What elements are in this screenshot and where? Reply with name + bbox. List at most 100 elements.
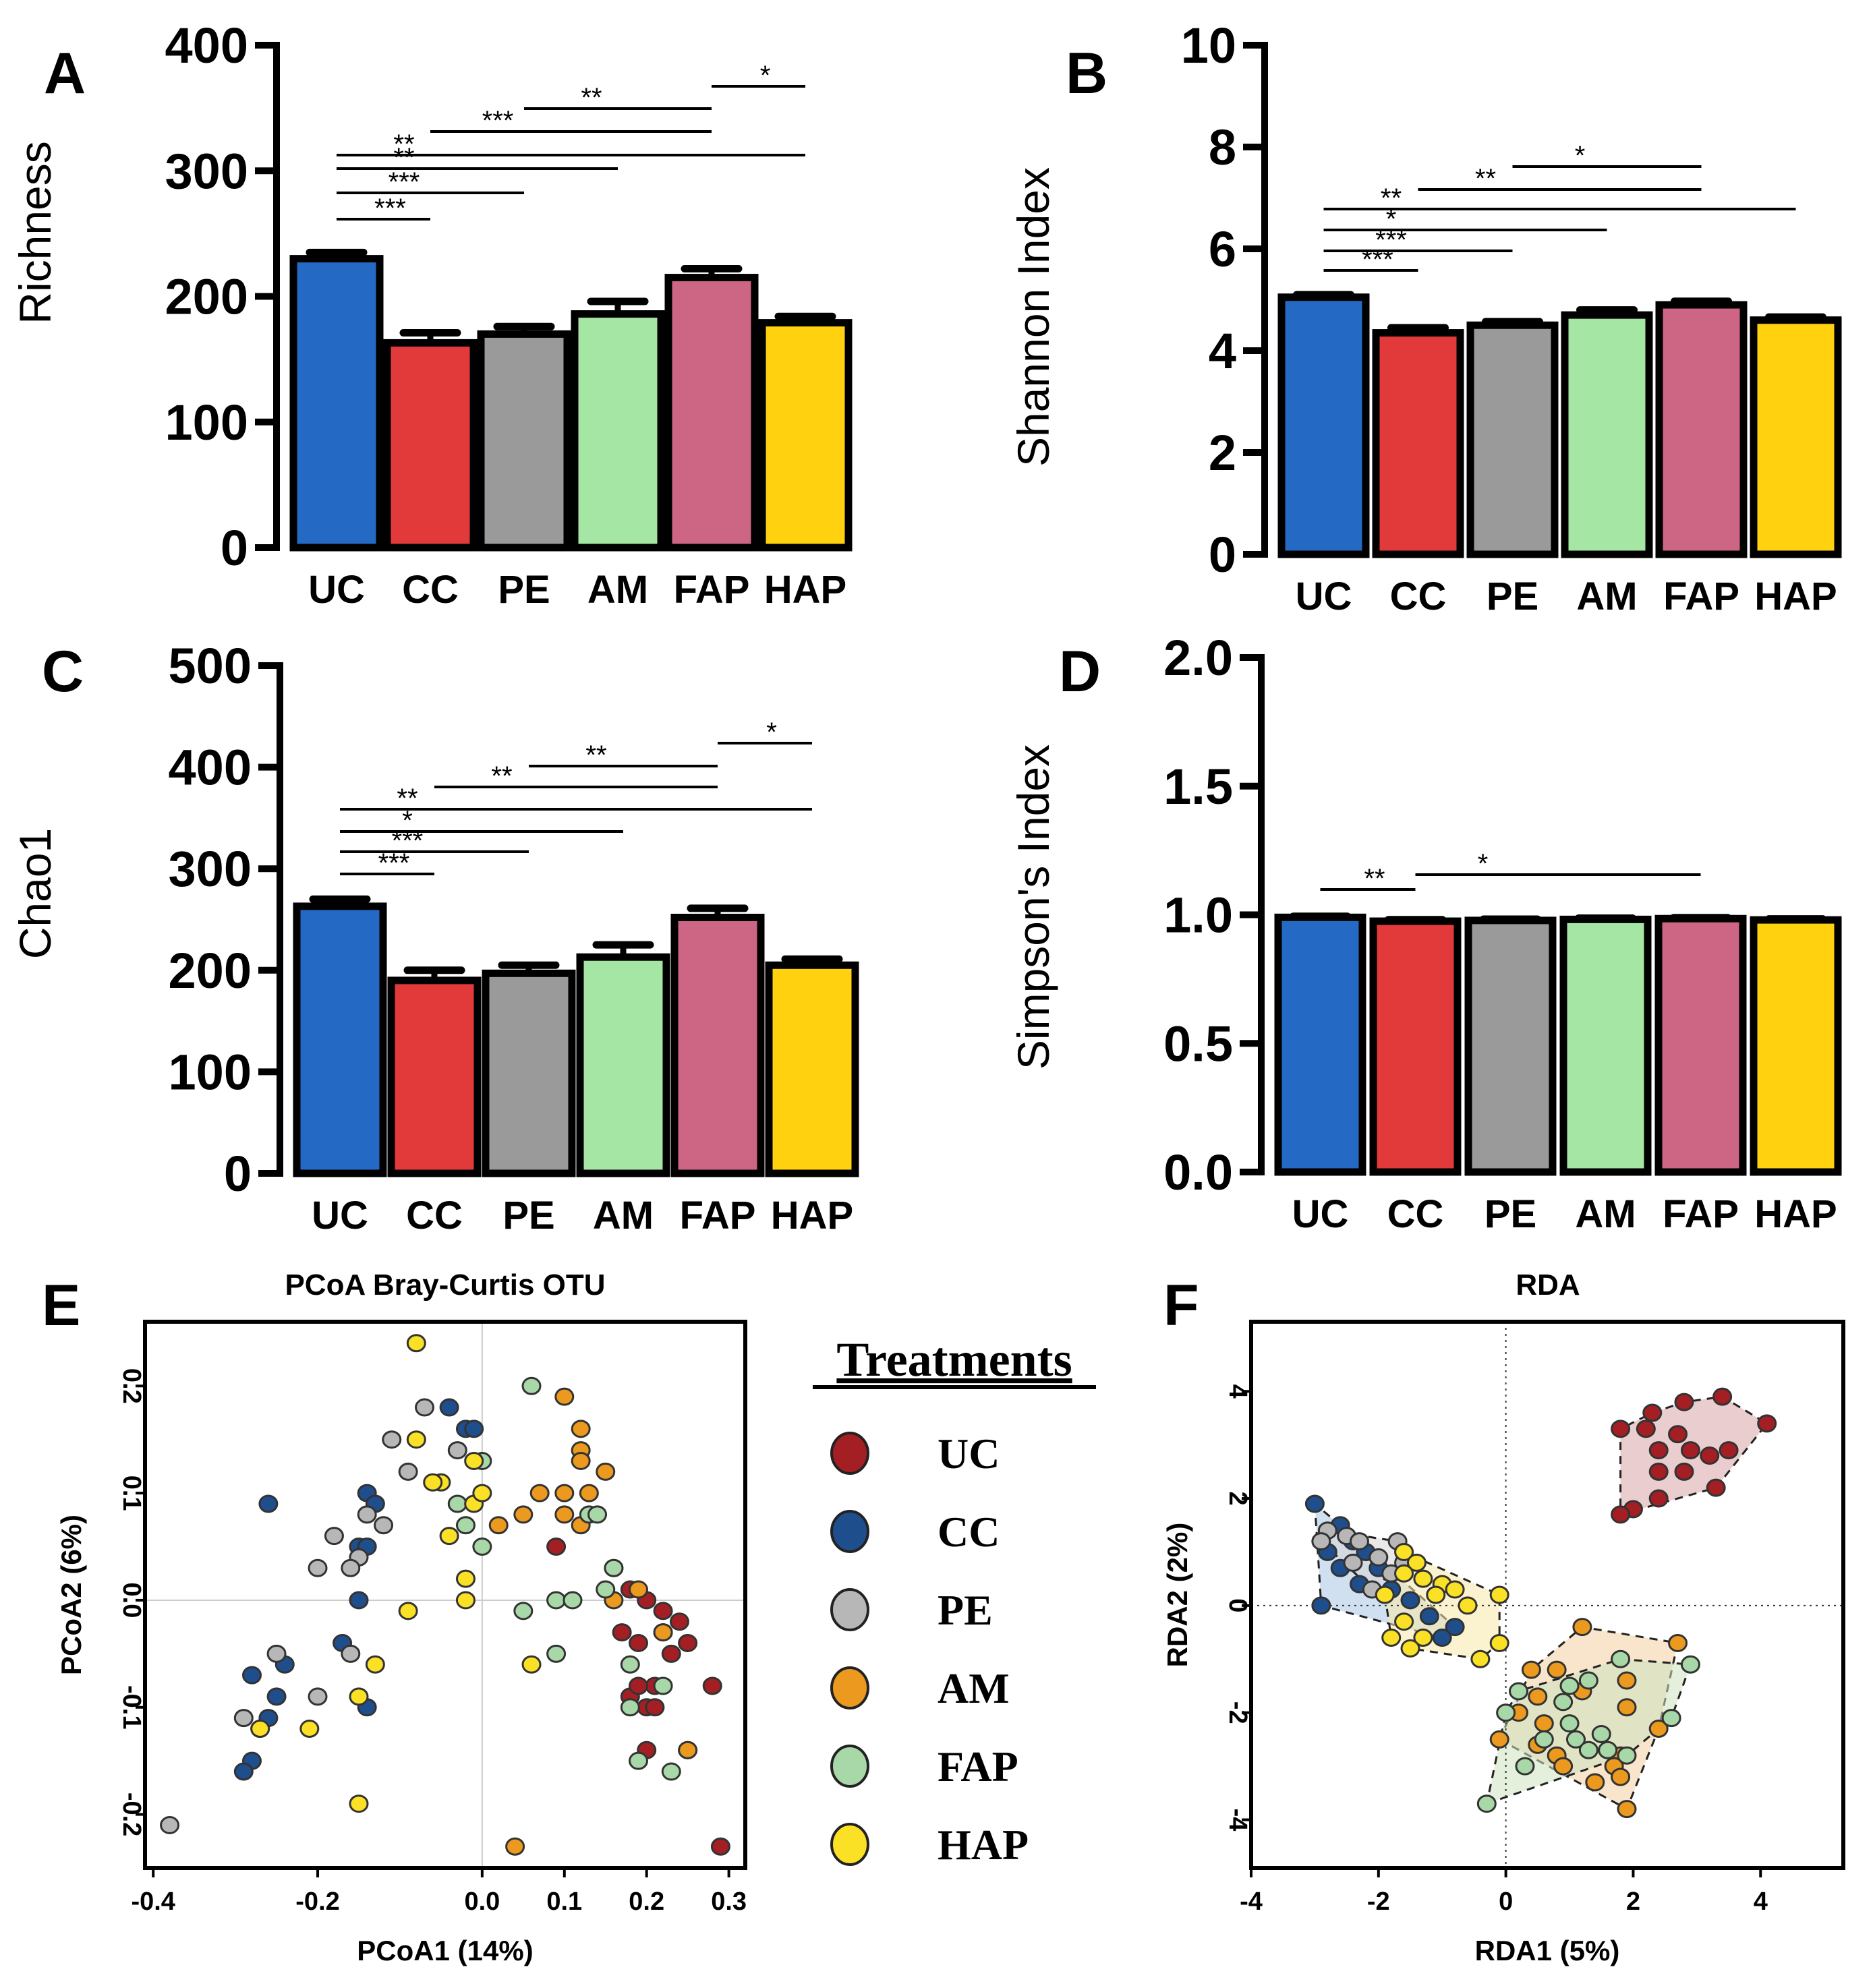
- treatments-legend: Treatments UC CC PE AM FAP HAP: [813, 1333, 1096, 1869]
- point-am: [678, 1741, 698, 1759]
- point-uc: [1719, 1441, 1739, 1460]
- bar-pe: [482, 969, 576, 1177]
- point-hap: [349, 1794, 369, 1813]
- y-tick-label: 6: [1209, 221, 1236, 277]
- y-tick-label: 0: [224, 1146, 252, 1202]
- point-hap: [1394, 1612, 1414, 1631]
- point-pe: [233, 1709, 254, 1728]
- point-am: [1528, 1687, 1548, 1706]
- significance-label: **: [393, 143, 414, 173]
- bar-fap: [1654, 914, 1747, 1176]
- point-hap: [1489, 1633, 1509, 1652]
- y-tick-label: 0: [1223, 1598, 1252, 1612]
- point-cc: [1400, 1591, 1420, 1610]
- point-am: [571, 1451, 591, 1470]
- point-pe: [415, 1398, 435, 1417]
- panel-letter: A: [44, 41, 86, 106]
- point-uc: [661, 1644, 681, 1663]
- point-fap: [1509, 1682, 1529, 1701]
- y-tick-label: 300: [165, 143, 248, 199]
- point-cc: [1311, 1596, 1331, 1615]
- y-tick-label: 2: [1223, 1491, 1252, 1505]
- y-tick-label: 100: [169, 1044, 252, 1100]
- bar-cc: [1372, 329, 1464, 558]
- bar-fap: [670, 913, 765, 1177]
- point-am: [505, 1837, 525, 1856]
- x-tick-label: 0.1: [546, 1888, 582, 1916]
- bar-pe: [1466, 321, 1559, 558]
- x-tick-label: 0.0: [464, 1888, 500, 1916]
- panel-letter: E: [42, 1273, 80, 1338]
- point-fap: [620, 1698, 640, 1717]
- point-am: [579, 1484, 599, 1502]
- panel-e-pcoa: E PCoA Bray-Curtis OTU -0.4 -0.2 0.0 0.1 0.2 0.…: [42, 1268, 747, 1966]
- significance-label: ***: [388, 167, 420, 197]
- panel-letter: B: [1066, 41, 1107, 106]
- bar-uc: [289, 255, 384, 552]
- y-tick-label: 0.0: [117, 1583, 146, 1618]
- point-hap: [472, 1484, 492, 1502]
- point-am: [1547, 1660, 1567, 1679]
- point-cc: [1432, 1629, 1452, 1647]
- point-cc: [1419, 1607, 1439, 1626]
- bar-am: [576, 953, 670, 1177]
- point-uc: [1706, 1478, 1726, 1497]
- point-fap: [1661, 1709, 1681, 1728]
- x-category-label: PE: [498, 568, 550, 612]
- point-uc: [1648, 1462, 1669, 1481]
- x-category-label: FAP: [1663, 1192, 1739, 1236]
- point-am: [596, 1462, 616, 1481]
- x-tick-label: 4: [1754, 1888, 1768, 1916]
- x-tick-label: 2: [1626, 1888, 1640, 1916]
- bar-uc: [1277, 293, 1370, 558]
- point-fap: [513, 1602, 534, 1620]
- point-cc: [258, 1494, 279, 1513]
- legend-label-uc: UC: [938, 1430, 1000, 1478]
- point-hap: [398, 1602, 418, 1620]
- x-category-label: CC: [1387, 1192, 1444, 1236]
- point-hap: [1406, 1553, 1427, 1572]
- significance-label: *: [402, 806, 413, 836]
- x-category-label: CC: [406, 1194, 463, 1237]
- panel-letter: C: [42, 639, 84, 704]
- bar-cc: [1369, 917, 1462, 1176]
- point-uc: [710, 1837, 730, 1856]
- point-uc: [702, 1676, 722, 1695]
- point-uc: [1611, 1505, 1631, 1524]
- y-axis-label: Chao1: [10, 828, 60, 960]
- point-pe: [341, 1558, 361, 1577]
- x-tick-label: -2: [1367, 1888, 1390, 1916]
- point-uc: [1680, 1441, 1700, 1460]
- point-fap: [1591, 1724, 1611, 1743]
- point-uc: [629, 1676, 649, 1695]
- point-cc: [464, 1420, 484, 1438]
- significance-label: ***: [378, 848, 410, 878]
- point-am: [1617, 1671, 1637, 1690]
- point-fap: [1515, 1757, 1535, 1776]
- point-fap: [1617, 1746, 1637, 1765]
- y-tick-label: 300: [169, 841, 252, 897]
- y-tick-label: 0.0: [1163, 1144, 1233, 1200]
- plot-title: RDA: [1516, 1268, 1580, 1302]
- bar-hap: [758, 319, 853, 552]
- significance-label: ***: [482, 106, 514, 136]
- point-uc: [669, 1612, 689, 1631]
- x-category-label: HAP: [771, 1194, 853, 1237]
- x-tick-label: 0: [1499, 1888, 1513, 1916]
- plot-frame: [143, 1320, 747, 1870]
- y-tick-label: 200: [165, 269, 248, 325]
- x-tick-label: 0.3: [711, 1888, 747, 1916]
- point-fap: [587, 1505, 608, 1524]
- panel-f-rda: F RDA -4 -2 0 2 4 -4 -2 0 2 4 RDA1 (5%) RDA2 (2%): [1161, 1268, 1845, 1966]
- point-pe: [308, 1558, 328, 1577]
- significance-label: **: [1364, 864, 1385, 894]
- point-fap: [1611, 1649, 1631, 1668]
- point-hap: [439, 1527, 459, 1546]
- x-category-label: FAP: [680, 1194, 756, 1237]
- x-axis-label: RDA1 (5%): [1475, 1935, 1620, 1966]
- y-axis-label: Shannon Index: [1008, 167, 1058, 467]
- point-cc: [233, 1762, 254, 1781]
- y-tick-label: 400: [169, 740, 252, 796]
